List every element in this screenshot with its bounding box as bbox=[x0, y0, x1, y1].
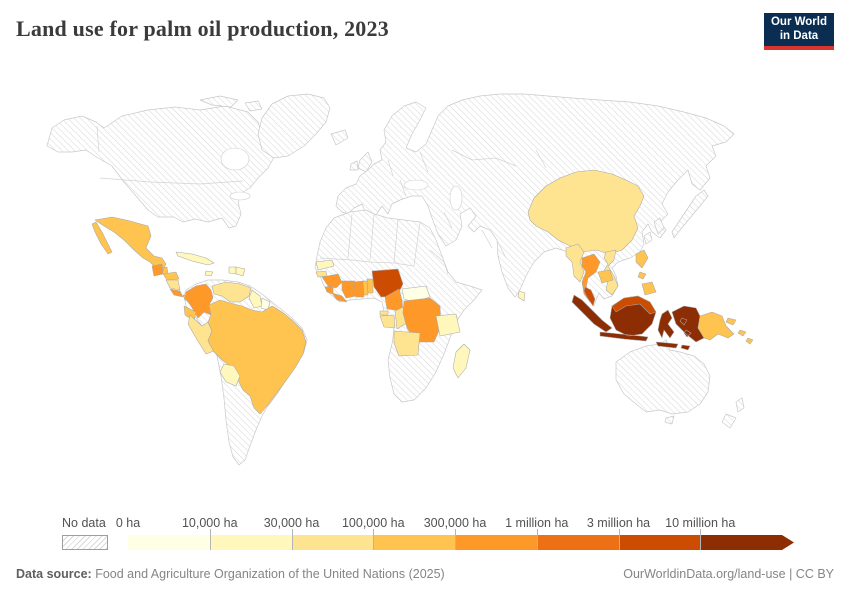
legend-segment[interactable] bbox=[455, 535, 537, 550]
country-china[interactable] bbox=[527, 169, 645, 255]
landmass-japan bbox=[671, 189, 709, 239]
hudson-bay bbox=[220, 147, 250, 171]
owid-logo[interactable]: Our World in Data bbox=[764, 13, 834, 50]
footer: Data source: Food and Agriculture Organi… bbox=[16, 567, 834, 581]
footer-link[interactable]: OurWorldinData.org/land-use | CC BY bbox=[623, 567, 834, 581]
map-legend: No data 0 ha 10,000 ha 30,000 ha 100,000 ha… bbox=[0, 516, 850, 558]
legend-tick-label: 3 million ha bbox=[586, 516, 651, 530]
country-philippines[interactable] bbox=[635, 249, 657, 296]
legend-tick-label: 30,000 ha bbox=[263, 516, 320, 530]
legend-tick bbox=[373, 529, 375, 550]
legend-tick-label: 10 million ha bbox=[665, 516, 736, 530]
black-sea bbox=[403, 179, 429, 191]
legend-tick bbox=[291, 529, 293, 550]
legend-no-data-swatch[interactable] bbox=[62, 535, 108, 550]
legend-tick-label: 10,000 ha bbox=[181, 516, 238, 530]
legend-tick-label: 300,000 ha bbox=[423, 516, 487, 530]
border-sahara bbox=[347, 213, 421, 267]
owid-logo-line2: in Data bbox=[779, 29, 819, 42]
landmass-korea bbox=[653, 217, 665, 235]
border-sahel bbox=[319, 257, 415, 267]
country-haiti[interactable] bbox=[228, 266, 237, 275]
landmass-arctic-islands bbox=[199, 95, 263, 112]
country-sri-lanka[interactable] bbox=[517, 290, 526, 302]
border-us-canada bbox=[99, 177, 244, 185]
country-papua-new-guinea[interactable] bbox=[697, 311, 737, 341]
border-middle-east bbox=[443, 211, 507, 259]
country-paraguay[interactable] bbox=[219, 363, 241, 387]
landmass-british-isles bbox=[349, 151, 373, 173]
legend-tick-label: 100,000 ha bbox=[341, 516, 405, 530]
legend-segment[interactable] bbox=[618, 535, 701, 550]
legend-tick-label: 0 ha bbox=[115, 516, 141, 530]
legend-tick bbox=[455, 529, 456, 550]
border-europe bbox=[387, 151, 429, 197]
country-dominican-republic[interactable] bbox=[235, 266, 246, 277]
country-angola[interactable] bbox=[393, 330, 421, 357]
country-madagascar[interactable] bbox=[452, 343, 471, 379]
legend-segment[interactable] bbox=[700, 535, 794, 550]
country-venezuela[interactable] bbox=[211, 281, 252, 303]
country-nicaragua[interactable] bbox=[165, 279, 181, 291]
landmass-australia bbox=[615, 339, 711, 415]
country-myanmar[interactable] bbox=[565, 243, 585, 283]
country-cuba[interactable] bbox=[175, 251, 215, 266]
legend-segment[interactable] bbox=[373, 535, 455, 550]
country-malaysia[interactable] bbox=[583, 286, 657, 315]
country-gabon[interactable] bbox=[379, 314, 396, 329]
legend-tick bbox=[536, 529, 538, 550]
country-benin[interactable] bbox=[366, 278, 374, 294]
country-guyana[interactable] bbox=[248, 289, 263, 309]
country-cameroon[interactable] bbox=[384, 288, 404, 312]
legend-segment[interactable] bbox=[209, 535, 292, 550]
country-brazil[interactable] bbox=[207, 299, 307, 415]
landmass-tasmania bbox=[664, 415, 675, 425]
country-solomon-islands[interactable] bbox=[737, 329, 754, 345]
legend-segment[interactable] bbox=[291, 535, 374, 550]
legend-tick bbox=[618, 529, 620, 550]
country-honduras[interactable] bbox=[162, 271, 180, 281]
country-tanzania[interactable] bbox=[435, 313, 461, 337]
legend-tick bbox=[209, 529, 211, 550]
legend-tick-label: 1 million ha bbox=[505, 516, 569, 530]
country-senegal[interactable] bbox=[315, 259, 335, 271]
legend-segment[interactable] bbox=[128, 535, 210, 550]
great-lakes bbox=[229, 191, 251, 201]
country-drc[interactable] bbox=[402, 297, 442, 343]
country-ghana[interactable] bbox=[353, 280, 365, 298]
caspian-sea bbox=[449, 185, 463, 211]
border-alaska bbox=[96, 125, 100, 153]
country-guinea[interactable] bbox=[321, 273, 343, 289]
country-mexico[interactable] bbox=[91, 216, 167, 271]
landmass-iceland bbox=[330, 129, 349, 146]
legend-no-data-label: No data bbox=[62, 516, 106, 530]
legend-tick bbox=[700, 529, 702, 550]
country-costa-rica[interactable] bbox=[169, 288, 184, 298]
owid-logo-line1: Our World bbox=[770, 15, 827, 28]
country-cote-divoire[interactable] bbox=[341, 280, 357, 299]
footer-source-label: Data source: bbox=[16, 567, 92, 581]
border-east-africa bbox=[429, 249, 449, 275]
country-liberia[interactable] bbox=[331, 292, 348, 303]
country-togo[interactable] bbox=[362, 280, 369, 296]
country-guatemala[interactable] bbox=[151, 263, 164, 277]
country-jamaica[interactable] bbox=[204, 270, 214, 277]
footer-source: Data source: Food and Agriculture Organi… bbox=[16, 567, 445, 581]
landmass-greenland bbox=[257, 93, 331, 159]
landmass-taiwan bbox=[643, 231, 653, 245]
country-sierra-leone[interactable] bbox=[324, 285, 334, 295]
country-belize[interactable] bbox=[162, 266, 169, 275]
legend-segment[interactable] bbox=[536, 535, 619, 550]
country-equatorial-guinea[interactable] bbox=[379, 310, 389, 316]
page-title: Land use for palm oil production, 2023 bbox=[16, 16, 389, 41]
country-cambodia[interactable] bbox=[597, 269, 614, 284]
landmass-new-zealand bbox=[721, 397, 745, 429]
footer-source-text: Food and Agriculture Organization of the… bbox=[91, 567, 445, 581]
border-central-asia bbox=[451, 149, 547, 169]
